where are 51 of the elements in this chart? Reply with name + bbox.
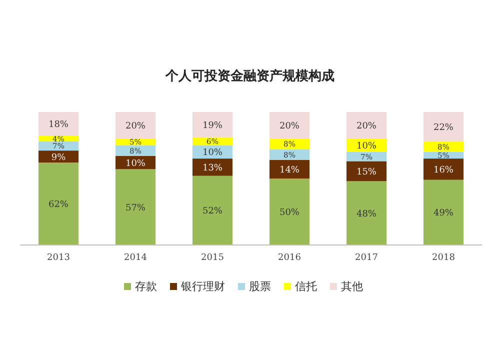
data-label: 10% [202,148,223,158]
x-tick-label: 2018 [432,253,456,263]
bar [346,138,387,152]
data-label: 20% [125,122,146,132]
data-label: 14% [279,165,300,176]
data-label: 10% [356,141,377,152]
x-tick-label: 2015 [201,253,224,263]
data-label: 18% [48,120,69,130]
bar [346,112,387,139]
bar [423,112,464,142]
bar [115,169,156,245]
data-label: 22% [433,122,454,133]
bar [269,160,310,178]
data-label: 57% [125,203,146,214]
bar [423,180,464,245]
bar [346,161,387,182]
data-label: 50% [279,208,300,218]
data-label: 10% [125,158,146,169]
bar [269,112,310,139]
bar [192,176,233,245]
legend-label: 存款 [135,280,157,293]
x-tick-label: 2016 [278,253,302,263]
bar [346,181,387,245]
bar [38,162,79,245]
data-label: 16% [433,165,454,176]
data-label: 15% [356,167,377,178]
data-label: 20% [356,122,377,132]
x-tick-label: 2013 [47,253,70,263]
x-tick-label: 2017 [355,253,378,263]
data-label: 62% [48,200,69,210]
bar [269,178,310,245]
bar [115,112,156,139]
data-label: 19% [202,120,223,131]
data-label: 13% [202,163,223,174]
bar [423,158,464,180]
bar [192,158,233,176]
bar [269,149,310,160]
legend-label: 信托 [295,280,317,293]
data-label: 20% [279,122,300,132]
data-label: 49% [433,208,454,219]
x-tick-label: 2014 [124,253,148,263]
data-label: 9% [51,152,66,163]
chart-title: 个人可投资金融资产规模构成 [164,68,334,84]
bar [38,112,79,136]
legend-label: 其他 [341,280,363,293]
data-label: 52% [202,206,223,217]
legend-label: 银行理财 [180,280,225,293]
bar [115,138,156,146]
bar [192,112,233,138]
legend-label: 股票 [249,280,271,293]
data-label: 48% [356,209,377,220]
